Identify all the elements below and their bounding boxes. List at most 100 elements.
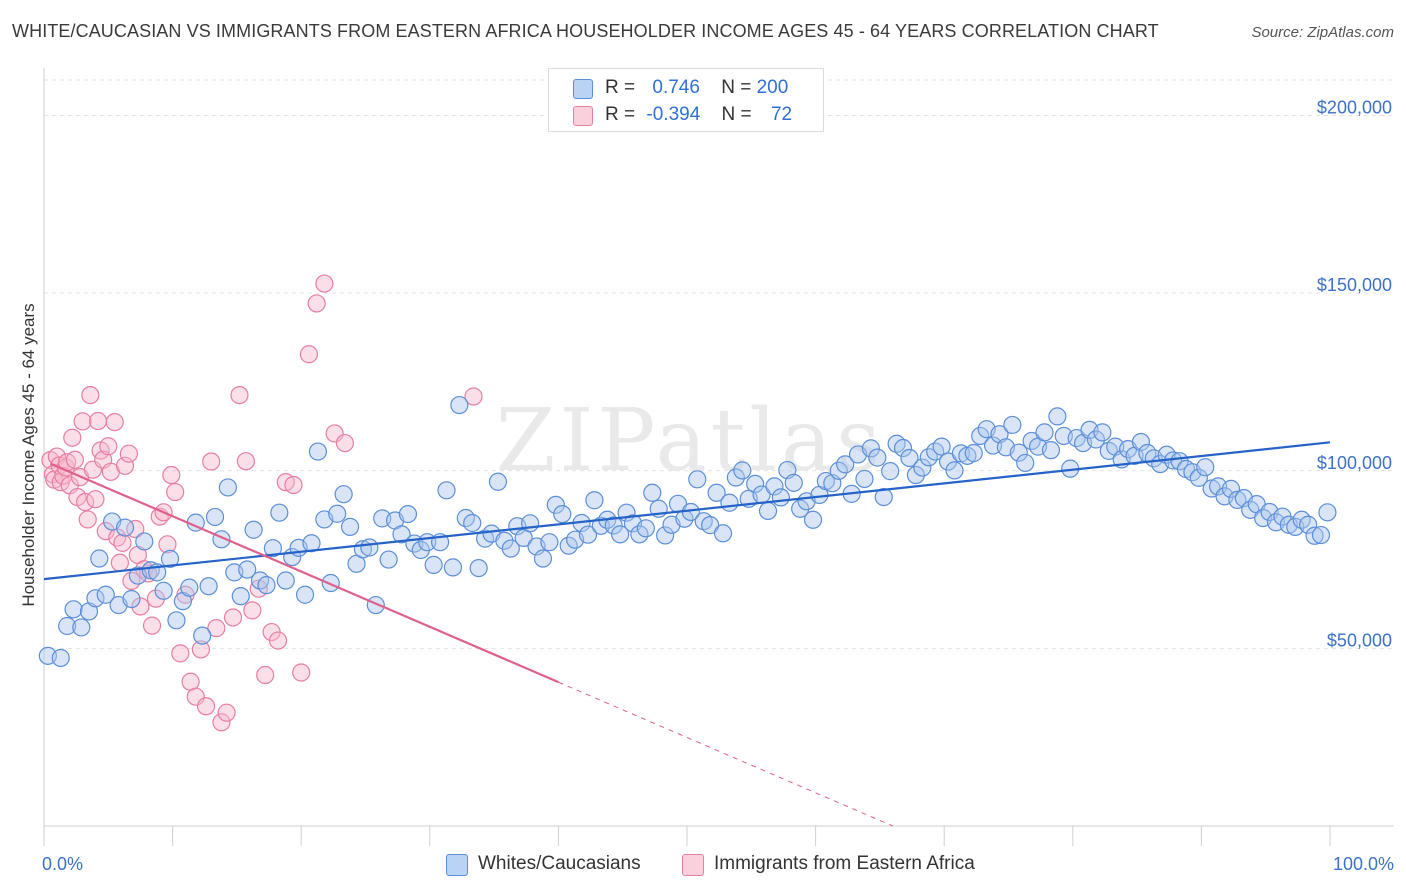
- point-whites: [360, 538, 379, 557]
- point-whites: [244, 520, 263, 539]
- point-whites: [758, 501, 778, 521]
- point-whites: [231, 587, 250, 606]
- point-whites: [707, 483, 726, 502]
- legend-r-label: R =: [605, 77, 636, 98]
- point-whites: [72, 618, 91, 637]
- point-whites: [1131, 432, 1151, 452]
- point-whites: [784, 473, 803, 492]
- x-tick-label-min: 0.0%: [42, 854, 83, 874]
- point-whites: [501, 539, 520, 558]
- point-whites: [321, 573, 340, 593]
- point-whites: [746, 474, 765, 494]
- y-tick-label: $200,000: [1317, 98, 1392, 118]
- point-whites: [398, 505, 418, 524]
- point-whites: [1003, 415, 1022, 435]
- point-immigrants: [196, 697, 216, 716]
- point-whites: [836, 455, 855, 474]
- point-whites: [971, 426, 990, 446]
- point-immigrants: [236, 452, 256, 471]
- y-tick-label: $50,000: [1327, 630, 1392, 650]
- point-whites: [701, 516, 720, 535]
- point-whites: [913, 458, 932, 477]
- point-whites: [193, 626, 212, 645]
- point-whites: [424, 555, 443, 575]
- point-whites: [96, 585, 115, 604]
- point-whites: [90, 549, 109, 568]
- point-immigrants: [65, 450, 84, 469]
- correlation-legend: R = 0.746 N = 200 R = -0.394 N = 72: [548, 68, 824, 132]
- point-whites: [861, 439, 880, 458]
- point-whites: [611, 525, 630, 544]
- bottom-legend-label-immigrants: Immigrants from Eastern Africa: [714, 853, 975, 874]
- point-whites: [488, 472, 508, 491]
- point-whites: [463, 513, 482, 533]
- point-whites: [205, 507, 225, 527]
- legend-swatch-blue: [573, 79, 593, 99]
- point-whites: [1009, 443, 1028, 462]
- legend-n-value: 200: [756, 77, 789, 98]
- point-immigrants: [202, 452, 221, 471]
- point-whites: [688, 470, 707, 489]
- bottom-legend-swatch-blue: [446, 854, 468, 876]
- point-immigrants: [191, 640, 210, 659]
- point-immigrants: [99, 437, 118, 456]
- point-whites: [392, 525, 411, 544]
- point-whites: [713, 524, 733, 543]
- point-immigrants: [110, 553, 129, 572]
- point-whites: [1311, 525, 1331, 545]
- point-immigrants: [142, 616, 162, 635]
- point-immigrants: [243, 601, 262, 620]
- point-whites: [874, 487, 893, 507]
- point-whites: [154, 581, 173, 600]
- point-whites: [469, 558, 488, 578]
- point-whites: [585, 491, 604, 510]
- chart-title: WHITE/CAUCASIAN VS IMMIGRANTS FROM EASTE…: [12, 21, 1159, 41]
- point-whites: [656, 526, 675, 545]
- point-whites: [636, 519, 655, 538]
- point-immigrants: [158, 535, 177, 554]
- legend-r-label: R =: [605, 104, 636, 125]
- axes: [43, 68, 1394, 846]
- point-whites: [604, 516, 623, 535]
- point-whites: [238, 560, 257, 579]
- point-whites: [1189, 468, 1208, 487]
- point-immigrants: [113, 533, 132, 552]
- point-immigrants: [105, 412, 124, 432]
- point-whites: [1299, 515, 1318, 534]
- point-immigrants: [166, 482, 185, 502]
- point-whites: [1016, 453, 1035, 473]
- point-whites: [906, 465, 926, 485]
- legend-r-value: -0.394: [646, 104, 701, 125]
- trendlines: [43, 441, 1331, 827]
- point-whites: [533, 549, 553, 568]
- point-immigrants: [76, 492, 95, 512]
- point-whites: [578, 525, 598, 544]
- point-whites: [180, 578, 199, 597]
- pink-points: [41, 274, 483, 732]
- point-immigrants: [299, 345, 319, 364]
- point-whites: [135, 532, 154, 551]
- point-whites: [437, 481, 456, 500]
- legend-swatch-pink: [573, 106, 593, 126]
- point-whites: [86, 589, 105, 608]
- y-axis-label: Householder Income Ages 45 - 64 years: [19, 303, 38, 606]
- point-immigrants: [162, 465, 181, 485]
- point-immigrants: [315, 274, 334, 293]
- point-whites: [945, 461, 964, 480]
- point-immigrants: [284, 475, 303, 495]
- point-immigrants: [230, 385, 249, 405]
- point-whites: [1041, 441, 1061, 460]
- point-whites: [938, 452, 958, 471]
- point-whites: [1086, 430, 1106, 449]
- y-tick-label: $100,000: [1317, 453, 1392, 473]
- bottom-legend-swatch-pink: [682, 854, 704, 876]
- point-immigrants: [86, 490, 105, 509]
- point-whites: [257, 576, 276, 595]
- legend-n-value: 72: [770, 104, 793, 125]
- point-whites: [443, 558, 463, 577]
- point-immigrants: [212, 713, 231, 732]
- point-whites: [328, 504, 347, 523]
- point-whites: [1035, 423, 1054, 442]
- point-whites: [765, 477, 784, 496]
- point-whites: [340, 517, 360, 536]
